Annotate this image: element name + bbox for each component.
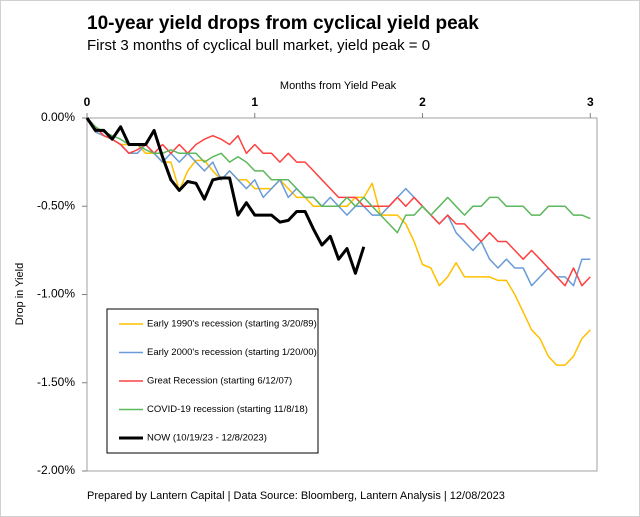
series-line	[86, 117, 591, 234]
x-tick-label: 1	[251, 95, 258, 109]
legend-label: Early 1990's recession (starting 3/20/89…	[147, 319, 317, 330]
series-line	[86, 117, 591, 287]
footer: Prepared by Lantern Capital | Data Sourc…	[87, 490, 505, 502]
chart-subtitle: First 3 months of cyclical bull market, …	[87, 37, 430, 54]
series-line	[85, 117, 366, 275]
y-tick-label: -1.50%	[37, 375, 75, 389]
y-tick-label: -2.00%	[37, 463, 75, 477]
y-axis-label: Drop in Yield	[14, 263, 26, 325]
chart-title: 10-year yield drops from cyclical yield …	[87, 13, 479, 34]
legend-label: NOW (10/19/23 - 12/8/2023)	[147, 433, 267, 444]
legend-label: Great Recession (starting 6/12/07)	[147, 376, 292, 387]
x-tick-label: 2	[419, 95, 426, 109]
y-tick-label: -1.00%	[37, 287, 75, 301]
x-tick-label: 3	[587, 95, 594, 109]
legend-label: Early 2000's recession (starting 1/20/00…	[147, 347, 317, 358]
x-axis-label: Months from Yield Peak	[280, 80, 397, 92]
legend: Early 1990's recession (starting 3/20/89…	[106, 308, 319, 454]
y-tick-label: -0.50%	[37, 198, 75, 212]
legend-label: COVID-19 recession (starting 11/8/18)	[147, 404, 308, 415]
x-tick-label: 0	[84, 95, 91, 109]
y-tick-label: 0.00%	[41, 110, 75, 124]
